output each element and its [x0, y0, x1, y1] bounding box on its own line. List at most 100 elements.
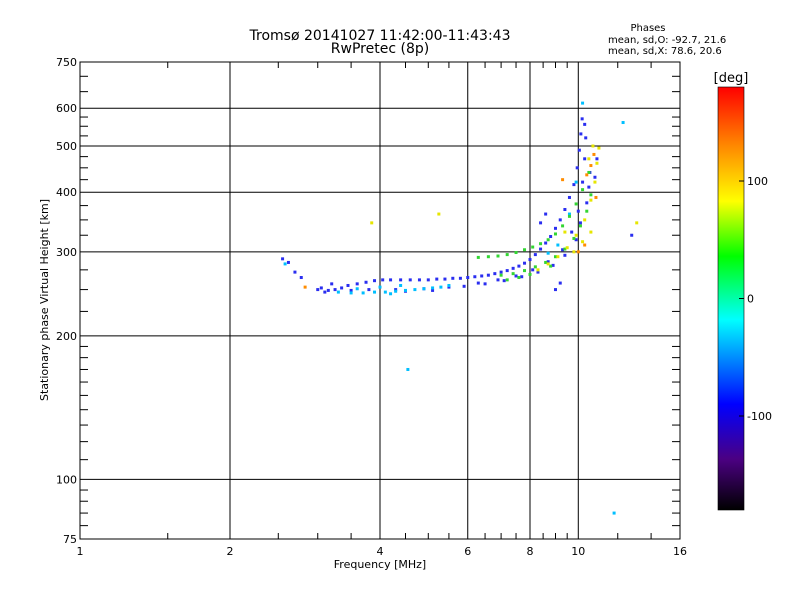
- data-point: [431, 288, 435, 292]
- data-point: [531, 268, 535, 272]
- y-axis-label: Stationary phase Virtual Height [km]: [38, 199, 51, 401]
- data-point: [528, 258, 532, 262]
- data-point: [563, 207, 567, 211]
- data-point: [589, 198, 593, 202]
- data-point: [558, 281, 562, 285]
- data-point: [355, 287, 359, 291]
- data-point: [584, 136, 588, 140]
- data-point: [451, 276, 455, 280]
- data-point: [281, 257, 285, 261]
- data-point: [523, 269, 527, 273]
- data-point: [502, 279, 506, 283]
- x-tick-label: 16: [673, 545, 687, 558]
- y-tick-label: 600: [56, 102, 77, 115]
- data-point: [378, 285, 382, 289]
- phases-heading: Phases: [630, 23, 665, 34]
- phases-line-x: mean, sd,X: 78.6, 20.6: [608, 46, 722, 57]
- data-point: [576, 209, 580, 213]
- data-point: [585, 209, 589, 213]
- colorbar: [deg] 100 0 -100: [714, 71, 772, 511]
- data-point: [406, 367, 410, 371]
- data-point: [476, 255, 480, 259]
- data-point: [563, 253, 567, 257]
- data-point: [333, 288, 337, 292]
- data-point: [561, 248, 565, 252]
- phases-line-o: mean, sd,O: -92.7, 21.6: [608, 35, 726, 46]
- data-point: [572, 250, 576, 254]
- data-point: [361, 291, 365, 295]
- data-point: [417, 278, 421, 282]
- data-point: [496, 278, 500, 282]
- y-tick-label: 200: [56, 330, 77, 343]
- data-point: [389, 292, 393, 296]
- data-point: [578, 224, 582, 228]
- data-point: [373, 279, 377, 283]
- data-point: [612, 511, 616, 515]
- data-point: [413, 288, 417, 292]
- data-point: [539, 247, 543, 251]
- y-tick-label: 75: [63, 533, 77, 546]
- data-point: [567, 212, 571, 216]
- data-point: [595, 157, 599, 161]
- data-point: [536, 268, 540, 272]
- data-point: [520, 275, 524, 279]
- data-point: [330, 282, 334, 286]
- data-point: [367, 288, 371, 292]
- x-axis-label: Frequency [MHz]: [334, 558, 426, 571]
- data-point: [587, 170, 591, 174]
- data-point: [511, 272, 515, 276]
- data-point: [581, 188, 585, 192]
- data-point: [583, 157, 587, 161]
- x-tick-label: 10: [571, 545, 585, 558]
- data-point: [565, 246, 569, 250]
- data-point: [505, 253, 509, 257]
- data-point: [583, 122, 587, 126]
- data-point: [480, 274, 484, 278]
- data-point: [549, 264, 553, 268]
- data-point: [539, 242, 543, 246]
- data-point: [563, 230, 567, 234]
- data-points: [281, 101, 639, 515]
- data-point: [293, 270, 297, 274]
- data-point: [574, 238, 578, 242]
- data-point: [373, 290, 377, 294]
- data-point: [437, 212, 441, 216]
- data-point: [544, 241, 548, 245]
- data-point: [635, 221, 639, 225]
- grid-lines: [80, 62, 680, 539]
- chart-title-line2: RwPretec (8p): [331, 41, 429, 57]
- data-point: [581, 240, 585, 244]
- data-point: [589, 230, 593, 234]
- data-point: [349, 291, 353, 295]
- data-point: [528, 272, 532, 276]
- data-point: [473, 275, 477, 279]
- data-point: [523, 261, 527, 265]
- data-point: [583, 243, 587, 247]
- data-point: [630, 233, 634, 237]
- data-point: [499, 270, 503, 274]
- data-point: [593, 180, 597, 184]
- data-point: [574, 180, 578, 184]
- data-point: [303, 285, 307, 289]
- y-tick-label: 300: [56, 246, 77, 259]
- data-point: [574, 233, 578, 237]
- y-tick-label: 500: [56, 140, 77, 153]
- data-point: [577, 148, 581, 152]
- data-point: [486, 273, 490, 277]
- data-point: [580, 117, 584, 121]
- data-point: [567, 214, 571, 218]
- data-point: [466, 276, 470, 280]
- data-point: [583, 218, 587, 222]
- data-point: [558, 218, 562, 222]
- data-point: [286, 260, 290, 264]
- data-point: [551, 263, 555, 267]
- data-point: [533, 265, 537, 269]
- data-point: [483, 282, 487, 286]
- data-point: [399, 283, 403, 287]
- data-point: [326, 288, 330, 292]
- data-point: [585, 173, 589, 177]
- axis-ticks: 1 2 4 6 8 10 16 75 100 200 300 400 500 600 750: [56, 56, 687, 558]
- data-point: [536, 270, 540, 274]
- data-point: [511, 266, 515, 270]
